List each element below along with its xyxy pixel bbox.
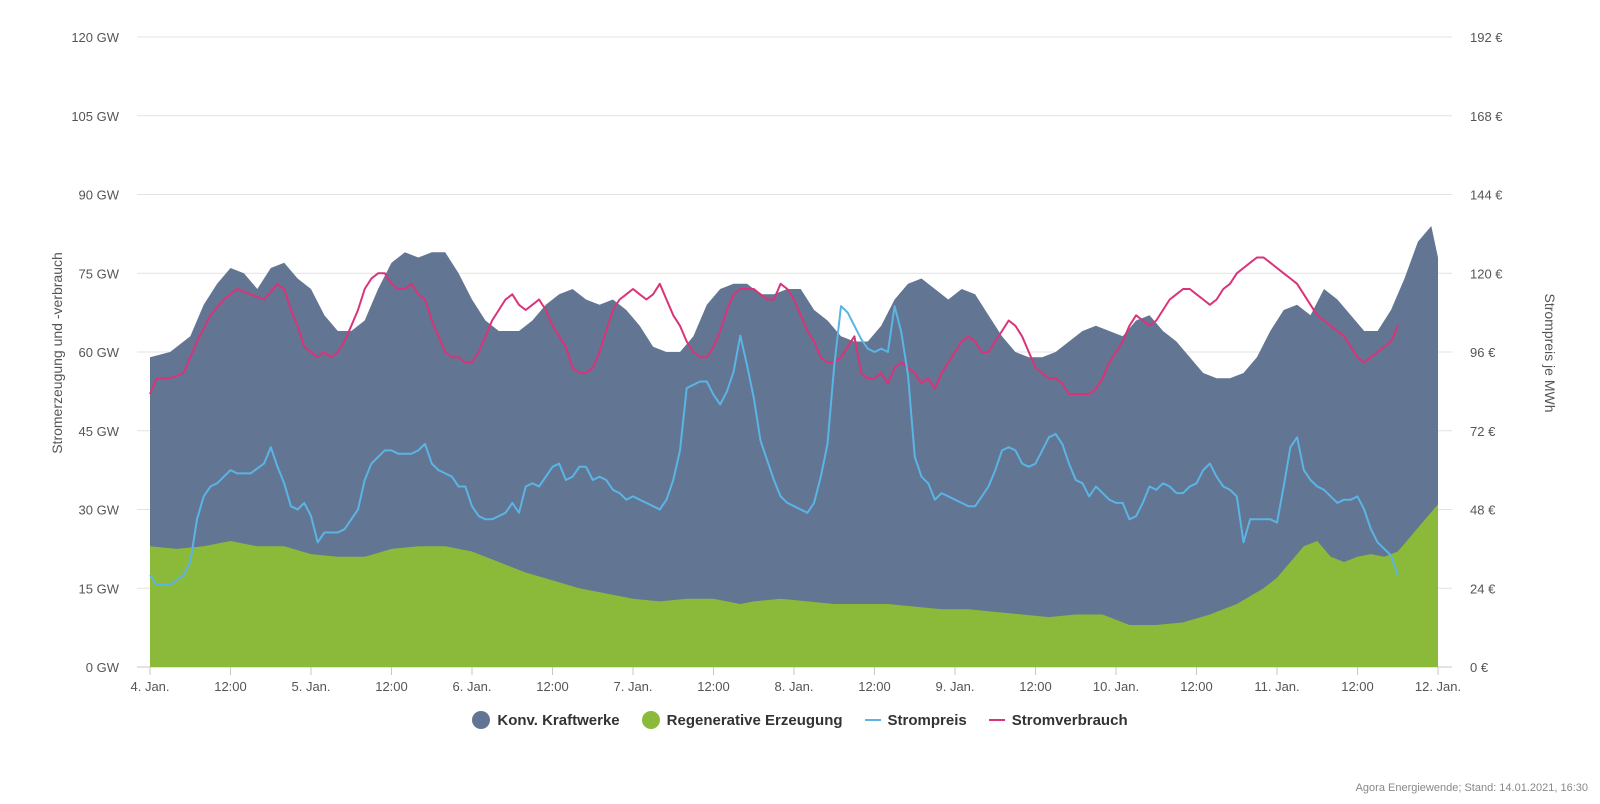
legend-item-konv[interactable]: Konv. Kraftwerke [472, 711, 620, 729]
x-tick-label: 10. Jan. [1093, 679, 1139, 694]
area-konv-kraftwerke[interactable] [150, 199, 1438, 668]
x-tick-label: 7. Jan. [613, 679, 652, 694]
y-right-tick-label: 120 € [1470, 266, 1503, 281]
legend-item-strompreis[interactable]: Strompreis [864, 711, 967, 729]
y-left-tick-label: 105 GW [71, 109, 119, 124]
x-tick-label: 12:00 [1341, 679, 1374, 694]
line-strompreis[interactable] [149, 305, 1399, 586]
x-tick-label: 12:00 [214, 679, 247, 694]
legend-label: Konv. Kraftwerke [497, 711, 620, 729]
legend-line-icon [988, 719, 1005, 721]
y-left-axis-title: Stromerzeugung und -verbrauch [49, 252, 65, 454]
x-tick-label: 4. Jan. [130, 679, 169, 694]
legend-dot-icon [472, 711, 491, 729]
legend-label: Stromverbrauch [1011, 711, 1128, 729]
y-right-tick-label: 48 € [1470, 503, 1496, 518]
legend-item-regenerativ[interactable]: Regenerative Erzeugung [641, 711, 843, 729]
x-tick-label: 12. Jan. [1415, 679, 1461, 694]
x-tick-label: 8. Jan. [774, 679, 813, 694]
y-left-tick-label: 75 GW [79, 266, 120, 281]
line-stromverbrauch[interactable] [149, 256, 1399, 395]
y-left-tick-label: 60 GW [79, 345, 120, 360]
x-tick-label: 12:00 [697, 679, 730, 694]
area-series[interactable] [150, 199, 1438, 668]
y-left-tick-label: 0 GW [86, 660, 120, 675]
y-right-tick-label: 0 € [1470, 660, 1489, 675]
x-tick-label: 12:00 [1019, 679, 1052, 694]
area-regenerative-erzeugung[interactable] [150, 436, 1438, 667]
y-right-tick-label: 192 € [1470, 30, 1503, 45]
line-series[interactable] [149, 256, 1399, 586]
y-left-tick-label: 15 GW [79, 581, 120, 596]
y-left-tick-label: 120 GW [71, 30, 119, 45]
x-tick-label: 12:00 [536, 679, 569, 694]
y-left-tick-label: 30 GW [79, 503, 120, 518]
y-left-tick-label: 90 GW [79, 188, 120, 203]
legend-item-stromverbrauch[interactable]: Stromverbrauch [988, 711, 1128, 729]
legend-label: Strompreis [887, 711, 967, 729]
x-tick-label: 6. Jan. [452, 679, 491, 694]
y-right-tick-label: 144 € [1470, 188, 1503, 203]
y-right-tick-label: 168 € [1470, 109, 1503, 124]
source-credit: Agora Energiewende; Stand: 14.01.2021, 1… [1355, 782, 1588, 794]
x-tick-label: 12:00 [1180, 679, 1213, 694]
y-right-axis-title: Strompreis je MWh [1542, 293, 1558, 412]
y-right-tick-label: 96 € [1470, 345, 1496, 360]
x-tick-label: 9. Jan. [935, 679, 974, 694]
legend: Konv. Kraftwerke Regenerative Erzeugung … [0, 711, 1600, 729]
axes: 0 GW 0 € 15 GW 24 € 30 GW 48 € 45 GW 72 € 60 GW 9… [71, 30, 1503, 694]
y-right-tick-label: 72 € [1470, 424, 1496, 439]
x-tick-label: 12:00 [375, 679, 408, 694]
x-tick-label: 5. Jan. [291, 679, 330, 694]
legend-dot-icon [641, 711, 660, 729]
x-tick-label: 12:00 [858, 679, 891, 694]
x-tick-label: 11. Jan. [1254, 679, 1299, 694]
legend-label: Regenerative Erzeugung [666, 711, 843, 729]
y-left-tick-label: 45 GW [79, 424, 120, 439]
legend-line-icon [864, 719, 881, 721]
y-right-tick-label: 24 € [1470, 581, 1496, 596]
